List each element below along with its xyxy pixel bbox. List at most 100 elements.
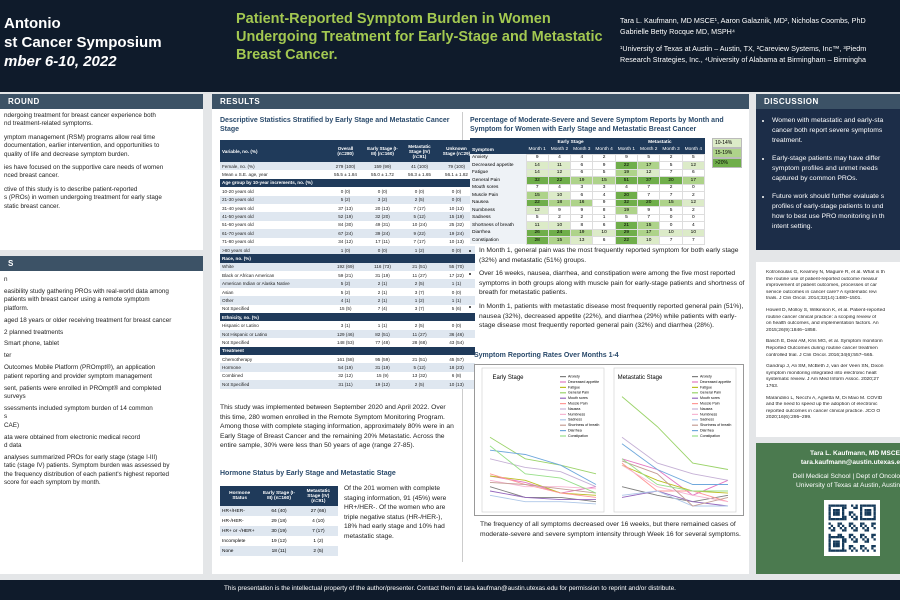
table-cell: 20 (13) bbox=[375, 205, 390, 211]
trend-line bbox=[489, 445, 597, 494]
bullet: Future work should further evaluate s pro… bbox=[772, 192, 900, 232]
table-cell: 2 (1) bbox=[377, 281, 388, 287]
heat-cell: 9 bbox=[570, 206, 594, 215]
symptom-name: Constipation bbox=[470, 236, 526, 244]
text-line: ndergoing treatment for breast cancer ex… bbox=[4, 112, 156, 119]
qr-module bbox=[842, 511, 845, 514]
table-title: Percentage of Moderate-Severe and Severe… bbox=[470, 117, 724, 133]
table-cell: 2 (5) bbox=[414, 381, 425, 387]
qr-module bbox=[860, 547, 863, 550]
qr-module bbox=[871, 504, 874, 507]
heat-cell: 20 bbox=[637, 198, 661, 207]
qr-module bbox=[844, 540, 847, 543]
qr-module bbox=[873, 522, 876, 525]
table-cell: 0 (0) bbox=[451, 247, 462, 253]
heat-cell: 26 bbox=[525, 228, 549, 237]
qr-module bbox=[844, 518, 847, 521]
qr-module bbox=[835, 504, 838, 507]
data-row: 71-80 years old 34 (12) 17 (11) 7 (17) 10 (1… bbox=[220, 237, 475, 246]
heat-cell: 7 bbox=[637, 191, 661, 200]
legend-label: Nausea bbox=[568, 407, 580, 411]
qr-module bbox=[855, 518, 858, 521]
column-header: Early Stage (I-III) (n=160) bbox=[367, 146, 398, 156]
heat-cell: 22 bbox=[614, 161, 639, 170]
legend-swatch bbox=[692, 430, 698, 432]
paragraph: ymptom management (RSM) programs allow r… bbox=[4, 134, 200, 159]
qr-module bbox=[828, 542, 831, 546]
qr-module bbox=[855, 538, 858, 541]
column-header: Overall (n=280) bbox=[337, 146, 354, 156]
qr-module bbox=[873, 515, 876, 519]
table-cell: None bbox=[222, 548, 234, 554]
qr-module bbox=[839, 533, 843, 537]
heat-cell: 2 bbox=[659, 153, 683, 162]
table-cell: 37 (13) bbox=[338, 205, 353, 211]
qr-module bbox=[833, 518, 836, 521]
text-line: treatment. bbox=[772, 137, 803, 144]
table-cell: 55 (70) bbox=[449, 264, 464, 270]
text-line: n bbox=[4, 276, 8, 283]
legend-swatch bbox=[560, 408, 566, 410]
trend-line bbox=[621, 458, 728, 492]
section-heading: ROUND bbox=[0, 94, 203, 109]
data-row: HR+/HER- 64 (40) 27 (66) bbox=[220, 506, 338, 516]
symptom-row: Nausea 22 18 16 9 32 20 15 12 bbox=[470, 198, 706, 207]
qr-module bbox=[828, 513, 831, 516]
table-cell: 2 (1) bbox=[377, 289, 388, 295]
heat-cell: 7 bbox=[637, 213, 661, 222]
symptom-name: Nausea bbox=[470, 199, 526, 207]
heat-cell: 12 bbox=[681, 161, 706, 170]
legend-swatch bbox=[692, 424, 698, 426]
reference: Gandrup J, Ali SM, McBeth J, van der Vee… bbox=[766, 364, 900, 390]
legend-label: General Pain bbox=[700, 391, 721, 395]
qr-module bbox=[864, 547, 867, 550]
legend-swatch bbox=[560, 419, 566, 421]
reference: Howell D, Molloy S, Wilkinson K, et al. … bbox=[766, 308, 900, 334]
table-cell: 148 (53) bbox=[336, 339, 355, 345]
table-cell: 21-30 years old bbox=[222, 197, 254, 203]
month-header: Month 1 bbox=[617, 147, 636, 153]
qr-module bbox=[855, 549, 858, 552]
table-cell: 2 (5) bbox=[414, 323, 425, 329]
symptom-name: Numbness bbox=[470, 206, 526, 214]
table-cell: 32 (12) bbox=[338, 373, 353, 379]
text-line: s bbox=[4, 413, 8, 421]
heat-cell: 22 bbox=[614, 236, 639, 245]
table-cell: 11 (27) bbox=[412, 272, 427, 278]
table-cell: 19 (12) bbox=[271, 538, 287, 544]
qr-module bbox=[864, 518, 867, 521]
qr-module bbox=[853, 518, 856, 521]
symptom-name: Mouth sores bbox=[470, 184, 526, 192]
qr-module bbox=[830, 536, 834, 539]
table-cell: 5 (2) bbox=[340, 197, 351, 203]
section-heading: DISCUSSION bbox=[756, 94, 900, 109]
table-cell: 1 (2) bbox=[414, 247, 425, 253]
data-row: Black or African American 59 (21) 31 (19) 1… bbox=[220, 271, 475, 280]
symptom-row: Fatigue 14 12 6 5 19 12 7 6 bbox=[470, 168, 706, 177]
data-row: HR+ or -/HER+ 30 (19) 7 (17) bbox=[220, 526, 338, 536]
table-cell: 3 (7) bbox=[414, 306, 425, 312]
heat-cell: 28 bbox=[525, 236, 549, 245]
heat-cell: 6 bbox=[592, 221, 616, 230]
table-cell: 32 (20) bbox=[375, 214, 390, 220]
text-line: Marandino L, Necchi A, Aglietta M, Di Ma… bbox=[766, 395, 883, 401]
qr-module bbox=[864, 524, 867, 528]
data-row: Hormone 54 (19) 31 (19) 5 (12) 18 (23) bbox=[220, 363, 475, 372]
month-row: Symptom Month 1 Month 2 Month 3 Month 4 Month… bbox=[470, 146, 705, 154]
heat-cell: 19 bbox=[570, 176, 594, 185]
qr-module bbox=[869, 511, 872, 514]
table-cell: 31 (19) bbox=[375, 272, 390, 278]
conference-line: mber 6-10, 2022 bbox=[4, 53, 117, 70]
qr-module bbox=[842, 524, 845, 528]
qr-module bbox=[860, 509, 863, 512]
footer-bar bbox=[0, 580, 900, 600]
heat-cell: 24 bbox=[547, 228, 572, 237]
method-item: analyses summarized PROs for early stage… bbox=[4, 454, 200, 488]
qr-module bbox=[866, 513, 870, 516]
heat-cell: 32 bbox=[525, 176, 549, 185]
table-cell: 67 (24) bbox=[338, 230, 353, 236]
text-line: systematic review. J Am Med Inform Assoc… bbox=[766, 377, 879, 383]
table-cell: 15 (19) bbox=[449, 214, 464, 220]
bullet: Over 16 weeks, nausea, diarrhea, and con… bbox=[479, 269, 751, 298]
